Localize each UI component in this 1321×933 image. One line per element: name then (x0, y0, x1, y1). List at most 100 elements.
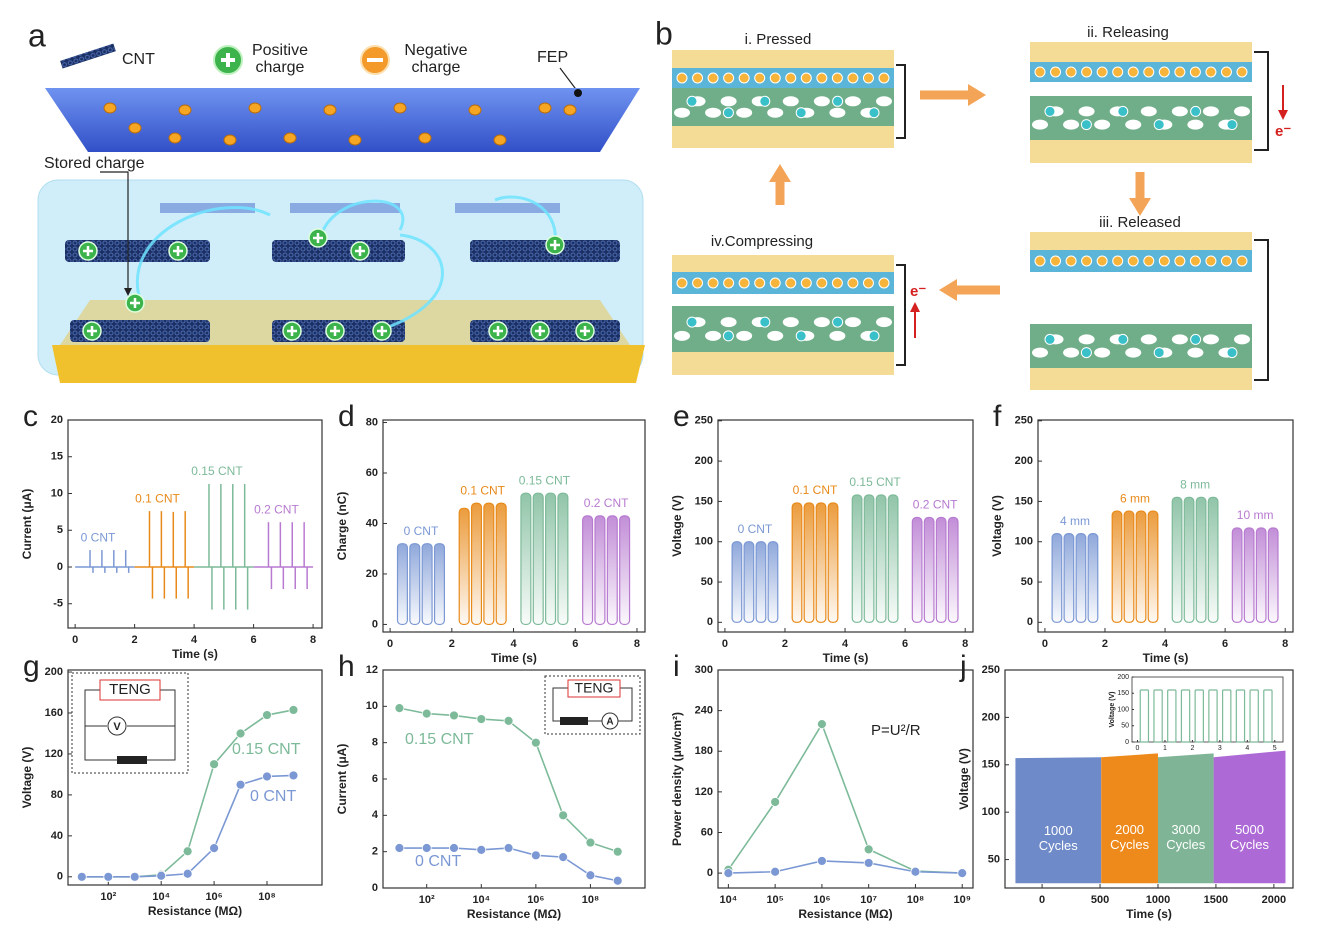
arrow-head (124, 288, 132, 296)
cnt-layer (1030, 324, 1252, 368)
pulse (458, 507, 470, 626)
negative-charge (128, 122, 142, 134)
positive-charge (795, 330, 807, 342)
pulse (483, 502, 495, 626)
pulse (1123, 510, 1135, 623)
negative-charge (1081, 255, 1093, 267)
pulse (1208, 689, 1218, 743)
series-label: 0.15 CNT (191, 464, 243, 478)
data-point (394, 843, 405, 853)
y-tick-label: 80 (366, 416, 378, 428)
y-tick-label: 160 (45, 707, 63, 719)
series-label: 0.15 CNT (519, 473, 571, 487)
plus-sign (493, 326, 503, 336)
teng-box (99, 679, 161, 701)
electrode (1030, 140, 1252, 163)
negative-charge (816, 72, 828, 84)
pulse (557, 492, 569, 626)
data-point (476, 844, 487, 855)
y-tick-label: 15 (51, 451, 63, 463)
positive-charge (722, 330, 734, 342)
negative-charge (738, 72, 750, 84)
data-point (558, 852, 569, 863)
pore (736, 107, 753, 118)
data-point (235, 728, 246, 739)
x-tick-label: 8 (962, 638, 968, 650)
x-axis-label: Resistance (MΩ) (467, 907, 561, 921)
pulse (1235, 689, 1246, 743)
pulse (582, 515, 594, 626)
annotation: Stored charge (44, 155, 145, 172)
electrode (52, 345, 645, 383)
pulse (619, 515, 631, 626)
plus-sign (221, 53, 235, 67)
pulse (532, 492, 544, 626)
positive-charge (686, 316, 698, 328)
plot-frame (67, 419, 323, 629)
pulse (1051, 533, 1063, 623)
series-label: 0.2 CNT (913, 498, 958, 512)
pore (1202, 106, 1219, 117)
positive-charge (868, 330, 880, 342)
x-tick-label: 3 (1218, 745, 1222, 752)
cycle-block (1213, 750, 1286, 884)
pulse (767, 541, 779, 623)
negative-charge (754, 72, 766, 84)
y-tick-label: 6 (372, 773, 378, 785)
y-tick-label: 20 (51, 414, 63, 426)
state-label: iv.Compressing (711, 233, 813, 250)
electrode (1030, 42, 1252, 62)
data-point (209, 843, 219, 854)
y-tick-label: 240 (695, 705, 713, 717)
x-tick-label: 8 (634, 638, 640, 650)
x-tick-label: 10⁴ (720, 894, 738, 906)
y-tick-label: 10 (366, 700, 378, 712)
x-axis-label: Time (s) (823, 651, 869, 665)
electrode (672, 126, 894, 148)
negative-charge (1034, 66, 1046, 78)
plus-sign (87, 326, 97, 336)
y-axis-label: Voltage (V) (670, 495, 684, 557)
negative-charge (1174, 66, 1186, 78)
pore (1094, 347, 1111, 358)
data-point (863, 844, 874, 855)
y-tick-label: 250 (695, 415, 713, 427)
data-point (262, 771, 272, 782)
x-tick-label: 2 (1190, 745, 1194, 752)
positive-charge (1044, 105, 1056, 117)
x-tick-label: 0 (1136, 745, 1140, 752)
data-point (770, 797, 781, 807)
pulse (731, 541, 743, 623)
series-label: 0.1 CNT (793, 483, 838, 497)
x-tick-label: 10⁶ (205, 891, 222, 903)
pulse (1075, 533, 1087, 623)
negative-charge (1050, 255, 1062, 267)
x-tick-label: 10⁹ (953, 894, 970, 906)
plus-sign (287, 326, 297, 336)
pulse (863, 494, 875, 623)
y-tick-label: 0 (372, 618, 378, 630)
series-label: 0 CNT (81, 530, 116, 544)
positive-charge (1117, 105, 1129, 117)
resistor (560, 717, 588, 725)
block-label: 2000 Cycles (1110, 822, 1150, 853)
negative-charge (1236, 255, 1248, 267)
positive-charge (1226, 347, 1238, 359)
negative-charge (723, 72, 735, 84)
y-axis-label: Current (μA) (20, 489, 34, 560)
pulse (470, 502, 483, 626)
electrode (672, 352, 894, 375)
negative-charge (1096, 66, 1108, 78)
pore (1140, 334, 1157, 345)
block-label: 1000 Cycles (1038, 823, 1078, 854)
data-point (156, 870, 167, 881)
cycle-block (1015, 757, 1102, 884)
series-label: 4 mm (1060, 514, 1090, 528)
cnt-tube (70, 320, 210, 342)
negative-charge (1189, 255, 1201, 267)
negative-charge (1127, 66, 1139, 78)
pore (829, 107, 846, 118)
pulse (1183, 496, 1195, 623)
positive-charge (1153, 119, 1165, 131)
